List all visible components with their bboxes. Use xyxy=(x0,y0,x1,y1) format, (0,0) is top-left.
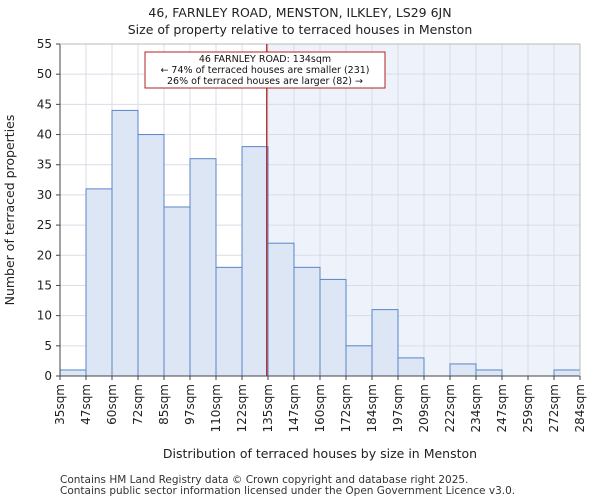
bar xyxy=(397,357,425,377)
bar xyxy=(163,206,191,377)
x-tick-label: 209sqm xyxy=(417,384,431,432)
y-ticks: 0 5 10 15 20 25 30 35 40 45 50 55 xyxy=(37,37,60,383)
x-tick-label: 172sqm xyxy=(339,384,353,432)
x-tick-label: 272sqm xyxy=(547,384,561,432)
bar xyxy=(345,345,373,377)
y-tick-label: 0 xyxy=(44,369,52,383)
x-tick-label: 85sqm xyxy=(157,384,171,425)
chart-subtitle: Size of property relative to terraced ho… xyxy=(127,22,473,37)
y-tick-label: 45 xyxy=(37,97,52,111)
bar xyxy=(553,369,581,377)
bar xyxy=(85,188,113,377)
bar xyxy=(241,146,269,377)
footer-line-1: Contains HM Land Registry data © Crown c… xyxy=(60,474,469,486)
y-tick-label: 30 xyxy=(37,188,52,202)
y-tick-label: 40 xyxy=(37,128,52,142)
annotation-line-3: 26% of terraced houses are larger (82) → xyxy=(167,76,363,87)
bar xyxy=(215,266,243,377)
y-tick-label: 10 xyxy=(37,309,52,323)
x-tick-label: 110sqm xyxy=(209,384,223,432)
bar xyxy=(59,369,87,377)
x-tick-label: 60sqm xyxy=(105,384,119,425)
y-tick-label: 20 xyxy=(37,248,52,262)
x-tick-label: 259sqm xyxy=(521,384,535,432)
bar xyxy=(189,158,217,377)
x-ticks: 35sqm 47sqm 60sqm 72sqm 85sqm 97sqm 110sqm 122s… xyxy=(53,376,587,432)
x-tick-label: 234sqm xyxy=(469,384,483,432)
bars-layer xyxy=(59,109,581,377)
chart-title: 46, FARNLEY ROAD, MENSTON, ILKLEY, LS29 … xyxy=(148,5,452,20)
x-tick-label: 147sqm xyxy=(287,384,301,432)
y-tick-label: 35 xyxy=(37,158,52,172)
annotation-box xyxy=(144,51,386,89)
x-tick-label: 135sqm xyxy=(261,384,275,432)
x-tick-label: 247sqm xyxy=(495,384,509,432)
x-tick-label: 122sqm xyxy=(235,384,249,432)
x-tick-label: 72sqm xyxy=(131,384,145,425)
y-axis-label: Number of terraced properties xyxy=(2,115,17,306)
x-tick-label: 222sqm xyxy=(443,384,457,432)
footer-line-2: Contains public sector information licen… xyxy=(60,485,516,497)
x-tick-label: 47sqm xyxy=(79,384,93,425)
y-tick-label: 15 xyxy=(37,278,52,292)
y-tick-label: 25 xyxy=(37,218,52,232)
annotation-line-2: ← 74% of terraced houses are smaller (23… xyxy=(160,65,369,76)
x-tick-label: 197sqm xyxy=(391,384,405,432)
annotation-line-1: 46 FARNLEY ROAD: 134sqm xyxy=(199,54,331,65)
x-tick-label: 184sqm xyxy=(365,384,379,432)
y-tick-label: 50 xyxy=(37,67,52,81)
bar xyxy=(137,134,165,377)
bar xyxy=(111,109,139,377)
x-tick-label: 160sqm xyxy=(313,384,327,432)
y-tick-label: 5 xyxy=(44,339,52,353)
bar xyxy=(449,363,477,377)
bar xyxy=(371,309,399,377)
bar xyxy=(319,278,347,377)
bar xyxy=(267,242,295,377)
bar xyxy=(293,266,321,377)
y-tick-label: 55 xyxy=(37,37,52,51)
x-axis-label: Distribution of terraced houses by size … xyxy=(163,446,477,461)
x-tick-label: 284sqm xyxy=(573,384,587,432)
bar xyxy=(475,369,503,377)
x-tick-label: 97sqm xyxy=(183,384,197,425)
x-tick-label: 35sqm xyxy=(53,384,67,425)
